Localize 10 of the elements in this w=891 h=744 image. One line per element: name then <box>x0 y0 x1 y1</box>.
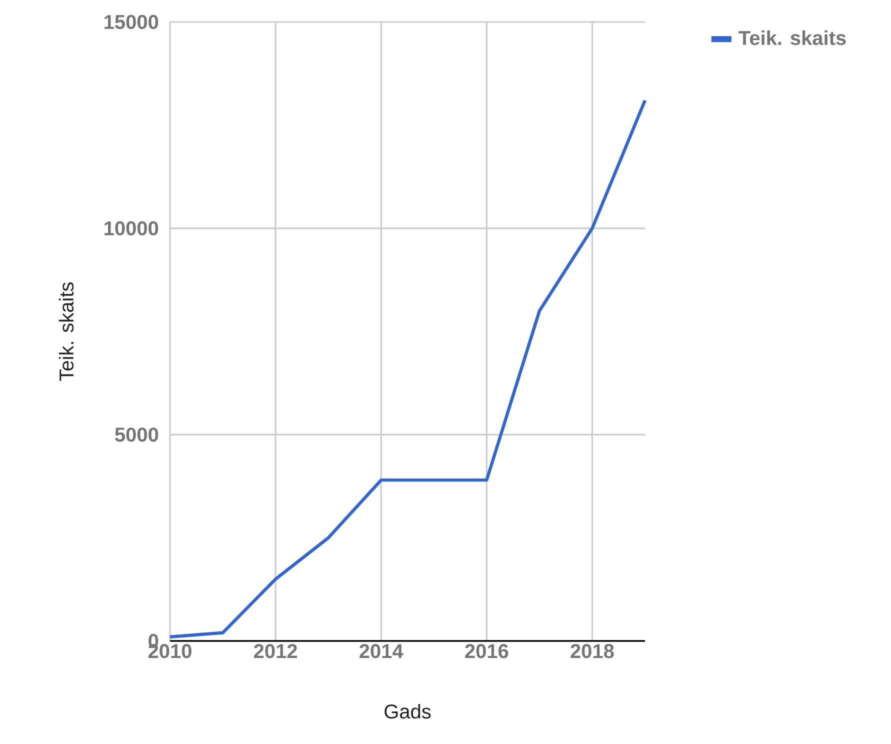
legend-label: Teik. skaits <box>738 30 846 46</box>
x-axis-title: Gads <box>384 704 431 719</box>
x-tick-label: 2012 <box>254 644 297 658</box>
x-tick-label: 2016 <box>465 644 508 658</box>
y-tick-label: 10000 <box>104 221 158 236</box>
y-axis-title: Teik. skaits <box>58 282 74 381</box>
x-tick-label: 2018 <box>570 644 614 658</box>
y-tick-label: 5000 <box>115 428 158 442</box>
x-tick-label: 2014 <box>360 644 404 658</box>
y-tick-label: 15000 <box>104 14 158 30</box>
